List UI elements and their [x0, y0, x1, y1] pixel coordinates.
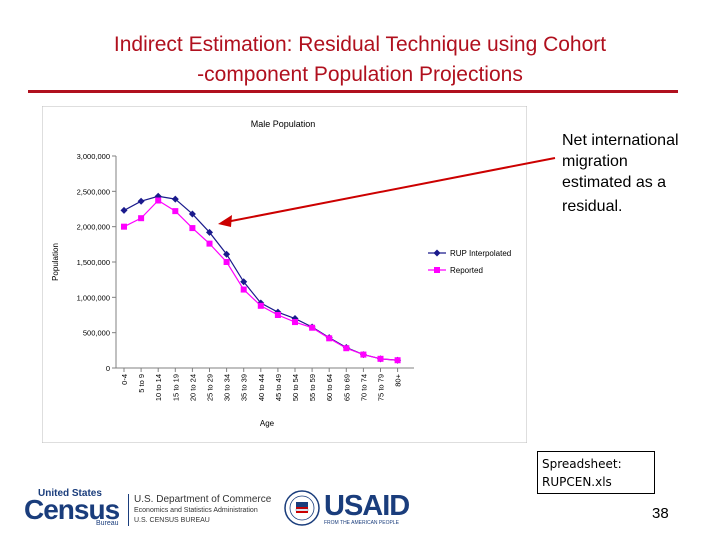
series-1-point	[188, 210, 196, 218]
usaid-seal-icon	[284, 490, 320, 526]
usaid-logo-word: USAID	[324, 490, 410, 522]
x-tick-label: 35 to 39	[240, 374, 249, 401]
x-tick-label: 5 to 9	[137, 374, 146, 393]
y-tick-label: 0	[106, 364, 110, 373]
footer-logos: United States Census Bureau U.S. Departm…	[24, 488, 424, 530]
series-2-point	[172, 208, 179, 215]
spreadsheet-label: Spreadsheet:	[542, 457, 622, 471]
legend-marker-1	[433, 249, 441, 257]
x-tick-label: 40 to 44	[257, 374, 266, 401]
doc-line-3: U.S. CENSUS BUREAU	[134, 517, 210, 524]
annotation-line-2: migration	[562, 153, 628, 170]
series-1-point	[240, 278, 248, 286]
series-1-point	[137, 197, 145, 205]
chart-title: Male Population	[251, 119, 316, 129]
series-2-point	[394, 357, 401, 364]
spreadsheet-filename: RUPCEN.xls	[542, 475, 612, 489]
series-2-point	[343, 345, 350, 352]
doc-line-2: Economics and Statistics Administration	[134, 507, 258, 514]
series-2-point	[189, 225, 196, 232]
census-logo-small: United States	[38, 488, 102, 499]
title-underline	[28, 90, 678, 93]
census-bureau-logo: United States Census Bureau	[24, 488, 134, 530]
series-2-point	[360, 351, 367, 358]
annotation-line-1: Net international	[562, 132, 679, 149]
series-2-point	[292, 319, 298, 326]
legend-marker-2	[434, 267, 440, 273]
legend-label-2: Reported	[450, 266, 483, 275]
slide-title: Indirect Estimation: Residual Technique …	[20, 30, 700, 90]
annotation-line-4: residual.	[562, 198, 623, 215]
y-tick-label: 2,500,000	[77, 187, 110, 196]
series-2-point	[206, 240, 213, 247]
x-axis-label: Age	[260, 419, 275, 428]
y-tick-label: 3,000,000	[77, 152, 110, 161]
x-tick-label: 20 to 24	[188, 374, 197, 401]
series-2-point	[138, 215, 145, 222]
spreadsheet-reference: Spreadsheet: RUPCEN.xls	[537, 451, 655, 494]
x-tick-label: 55 to 59	[308, 374, 317, 401]
series-1-point	[206, 228, 213, 236]
y-axis-label: Population	[51, 243, 60, 281]
chart-svg: Male Population 0 500,000 1,000,000 1,500,00…	[42, 106, 527, 443]
y-tick-label: 1,000,000	[77, 293, 110, 302]
y-tick-label: 500,000	[83, 329, 110, 338]
census-logo-bureau: Bureau	[96, 520, 119, 527]
x-tick-label: 75 to 79	[377, 374, 386, 401]
slide-title-line-1: Indirect Estimation: Residual Technique …	[113, 33, 607, 56]
series-2-point	[377, 355, 384, 362]
series-1-point	[120, 206, 128, 214]
y-tick-label: 1,500,000	[77, 258, 110, 267]
x-tick-label: 70 to 74	[359, 374, 368, 401]
x-tick-label: 80+	[394, 373, 403, 386]
doc-line-1: U.S. Department of Commerce	[134, 494, 272, 505]
series-2-point	[326, 335, 333, 342]
logo-divider	[128, 494, 129, 526]
series-1-point	[223, 250, 231, 258]
x-tick-label: 15 to 19	[171, 374, 180, 401]
x-tick-label: 45 to 49	[274, 374, 283, 401]
series-2-point	[240, 286, 247, 293]
x-tick-label: 65 to 69	[342, 374, 351, 401]
commerce-department-text: U.S. Department of Commerce Economics an…	[134, 494, 284, 526]
x-tick-label: 50 to 54	[291, 374, 300, 401]
series-1-point	[171, 195, 179, 203]
y-tick-label: 2,000,000	[77, 223, 110, 232]
x-tick-label: 30 to 34	[223, 374, 232, 401]
x-tick-label: 60 to 64	[325, 374, 334, 401]
annotation-line-3: estimated as a	[562, 174, 667, 191]
legend-label-1: RUP Interpolated	[450, 249, 511, 258]
male-population-chart: Male Population 0 500,000 1,000,000 1,500,00…	[42, 106, 527, 443]
page-number: 38	[652, 505, 669, 522]
series-2-point	[121, 223, 127, 230]
series-2-point	[223, 259, 230, 265]
series-2-point	[257, 302, 264, 309]
census-logo-word: Census	[24, 494, 120, 525]
slide-title-line-2: -component Population Projections	[197, 63, 523, 86]
x-tick-label: 25 to 29	[206, 374, 215, 401]
usaid-tagline: FROM THE AMERICAN PEOPLE	[324, 520, 399, 526]
series-2-point	[274, 312, 281, 318]
annotation-text: Net international migration estimated as…	[562, 130, 712, 217]
x-tick-label: 0-4	[120, 374, 129, 385]
x-tick-label: 10 to 14	[154, 374, 163, 401]
series-2-point	[309, 324, 316, 331]
series-2-point	[155, 197, 162, 204]
